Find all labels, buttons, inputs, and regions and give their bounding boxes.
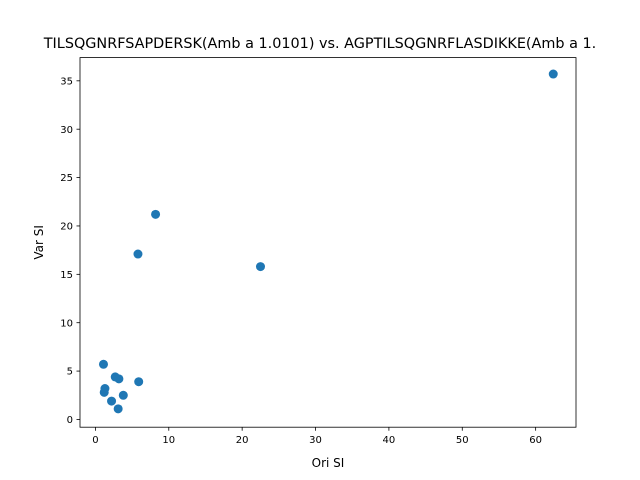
y-tick-label: 0 [67, 415, 73, 426]
data-point-2 [151, 209, 161, 219]
x-tick-label: 10 [162, 435, 175, 446]
chart-title: TILSQGNRFSAPDERSK(Amb a 1.0101) vs. AGPT… [43, 36, 596, 52]
x-tick-label: 30 [309, 435, 322, 446]
data-point-3 [133, 249, 143, 259]
y-tick-label: 10 [60, 318, 73, 329]
data-points [98, 69, 558, 414]
data-point-7 [114, 374, 124, 384]
data-point-10 [99, 387, 109, 397]
data-point-12 [107, 396, 117, 406]
axes-frame [79, 57, 577, 428]
y-tick-label: 5 [67, 367, 73, 378]
y-tick-label: 20 [60, 222, 73, 233]
data-point-13 [113, 404, 123, 414]
x-axis-label: Ori SI [312, 456, 345, 470]
x-tick-label: 60 [529, 435, 542, 446]
data-point-4 [255, 262, 265, 272]
y-axis-label: Var SI [32, 225, 46, 260]
data-point-8 [134, 377, 144, 387]
x-tick-label: 40 [383, 435, 396, 446]
x-tick-label: 50 [456, 435, 469, 446]
y-tick-label: 25 [60, 173, 73, 184]
x-tick-label: 20 [236, 435, 249, 446]
y-tick-label: 35 [60, 76, 73, 87]
data-point-5 [98, 359, 108, 369]
y-axis-ticks: 0 5 10 15 20 25 30 35 [60, 76, 80, 426]
data-point-11 [118, 390, 128, 400]
y-tick-label: 30 [60, 125, 73, 136]
x-tick-label: 0 [92, 435, 98, 446]
x-axis-ticks: 0 10 20 30 40 50 60 [92, 427, 542, 446]
y-tick-label: 15 [60, 270, 73, 281]
data-point-1 [548, 69, 558, 79]
